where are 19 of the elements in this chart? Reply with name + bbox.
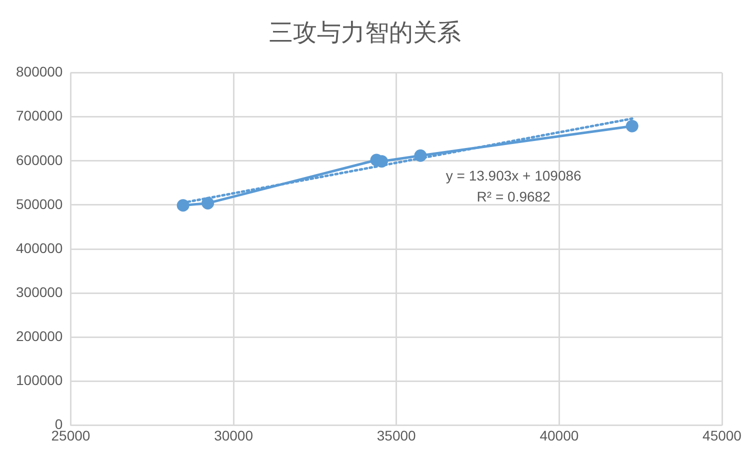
x-tick-label: 45000 [702,427,742,444]
x-tick-label: 40000 [540,427,579,444]
x-tick-label: 30000 [214,427,254,444]
y-tick-label: 800000 [16,64,63,80]
y-tick-label: 400000 [16,240,63,256]
annotation: R² = 0.9682 [476,188,551,205]
point [626,120,638,132]
y-tick-label: 500000 [16,196,63,212]
y-tick-label: 300000 [16,284,63,300]
point [176,199,190,212]
x-tick-label: 35000 [376,427,416,444]
point [202,196,214,210]
annotation: y = 13.903x + 109086 [446,168,582,184]
y-tick-label: 100000 [16,372,63,388]
y-tick-label: 700000 [16,108,63,124]
y-tick-label: 200000 [16,328,63,344]
chart-title: 三攻与力智的关系 [269,18,461,47]
y-tick-label: 600000 [16,152,63,168]
point [414,149,427,162]
